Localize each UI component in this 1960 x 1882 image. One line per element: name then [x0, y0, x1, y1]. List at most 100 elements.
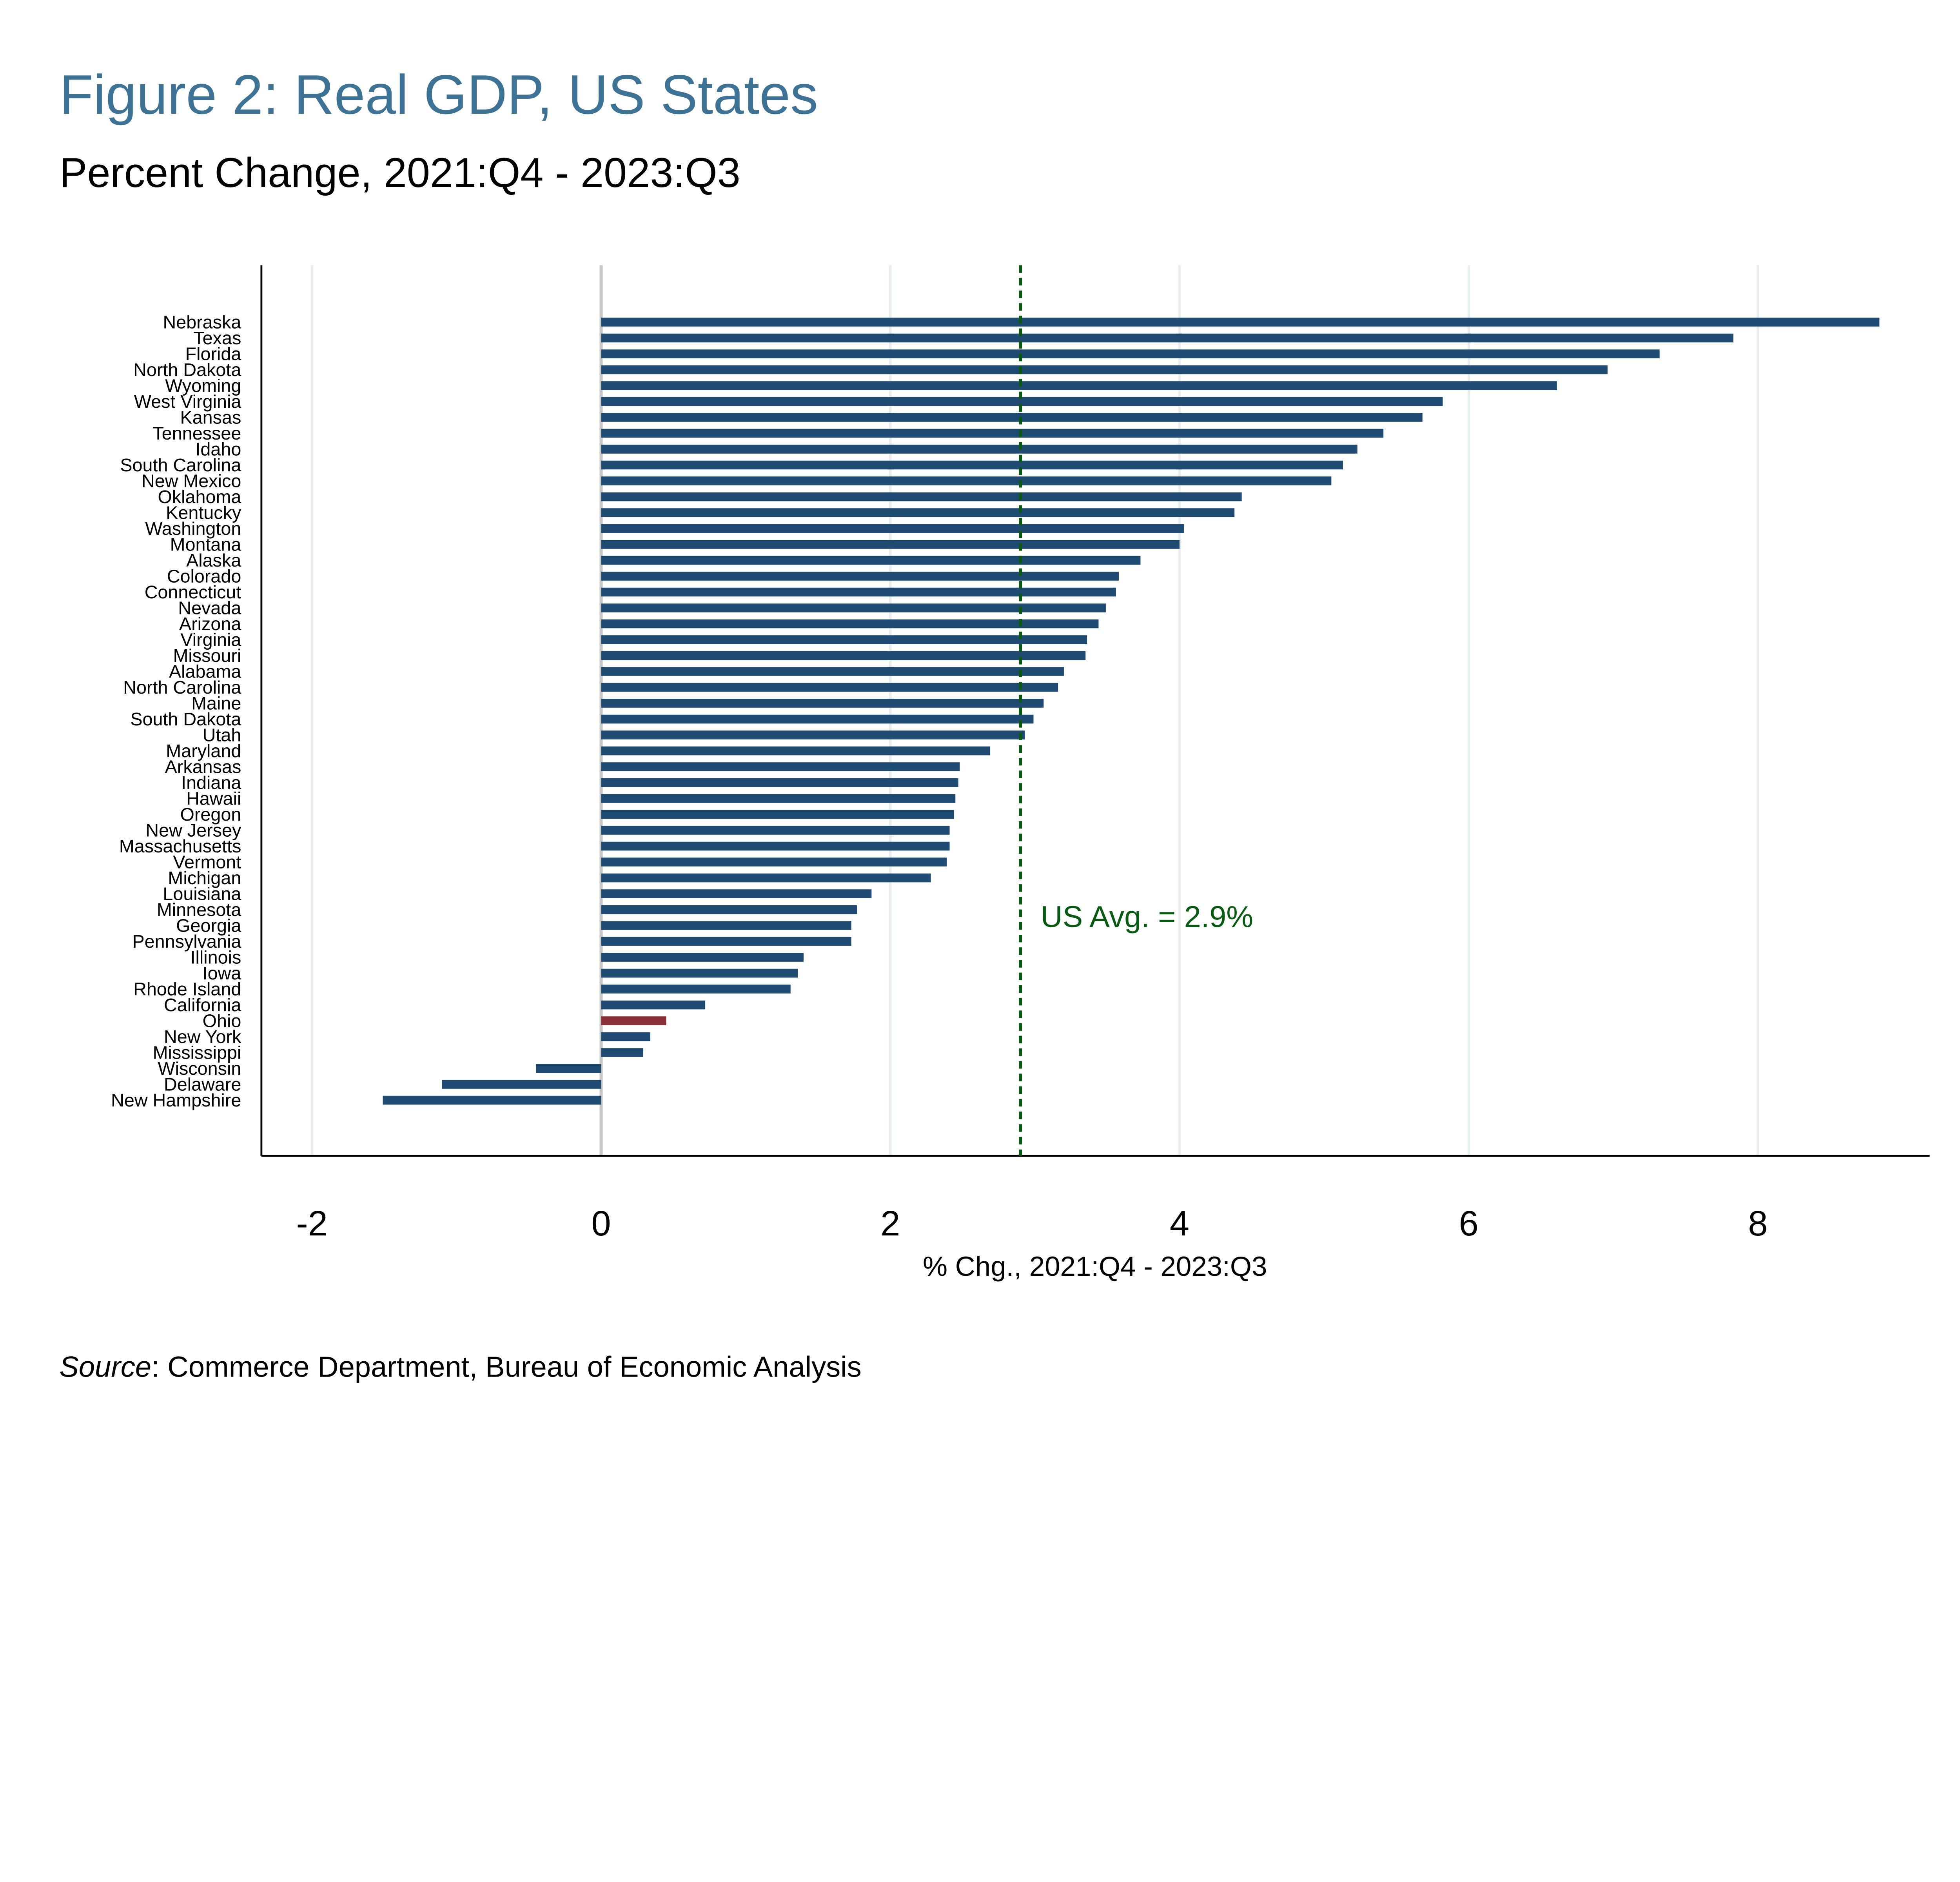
- bar-wisconsin: [536, 1064, 601, 1073]
- us-average-label: US Avg. = 2.9%: [1041, 900, 1253, 934]
- category-label: North Carolina: [123, 677, 241, 698]
- bar-florida: [601, 349, 1660, 358]
- category-label: California: [164, 995, 241, 1015]
- bar-vermont: [601, 857, 947, 867]
- x-tick-label: 4: [1170, 1204, 1189, 1243]
- x-tick-label: 6: [1459, 1204, 1479, 1243]
- category-label: Kansas: [180, 407, 241, 428]
- bar-texas: [601, 333, 1733, 343]
- bar-kansas: [601, 413, 1423, 422]
- category-label: Montana: [170, 534, 241, 555]
- category-label: Mississippi: [153, 1043, 241, 1063]
- bar-michigan: [601, 873, 931, 883]
- category-label: Arkansas: [165, 757, 241, 777]
- bar-hawaii: [601, 794, 956, 803]
- bar-south-carolina: [601, 460, 1343, 470]
- category-label: Michigan: [168, 868, 241, 888]
- bar-kentucky: [601, 508, 1235, 517]
- category-label: Idaho: [195, 439, 241, 460]
- category-label: Minnesota: [157, 899, 241, 920]
- chart-subtitle: Percent Change, 2021:Q4 - 2023:Q3: [59, 149, 740, 196]
- bar-tennessee: [601, 429, 1384, 438]
- category-label: Delaware: [164, 1074, 241, 1095]
- bar-oklahoma: [601, 492, 1242, 501]
- x-tick-labels: -2 0 2 4 6 8: [296, 1204, 1768, 1243]
- category-label: West Virginia: [134, 391, 241, 412]
- bar-north-carolina: [601, 683, 1058, 692]
- category-label: Connecticut: [145, 582, 241, 602]
- bar-iowa: [601, 968, 798, 978]
- bars: [383, 318, 1880, 1105]
- category-label: Nevada: [178, 598, 241, 618]
- bar-maryland: [601, 746, 990, 756]
- bar-arizona: [601, 619, 1099, 629]
- x-tick-label: -2: [296, 1204, 328, 1243]
- category-label: Nebraska: [163, 312, 241, 332]
- bar-nebraska: [601, 318, 1880, 327]
- category-label: Vermont: [173, 852, 241, 872]
- bar-alabama: [601, 667, 1064, 676]
- bar-minnesota: [601, 905, 857, 914]
- bar-montana: [601, 540, 1180, 549]
- x-axis-title: % Chg., 2021:Q4 - 2023:Q3: [923, 1251, 1267, 1282]
- category-label: Indiana: [181, 772, 241, 793]
- bar-massachusetts: [601, 841, 950, 851]
- bar-california: [601, 1000, 706, 1010]
- category-label: South Carolina: [120, 455, 241, 475]
- bar-georgia: [601, 921, 851, 930]
- bar-arkansas: [601, 762, 960, 771]
- bar-new-hampshire: [383, 1095, 601, 1105]
- bar-west-virginia: [601, 397, 1443, 406]
- category-label: Arizona: [179, 614, 241, 634]
- category-label: Wisconsin: [158, 1058, 241, 1079]
- chart-title: Figure 2: Real GDP, US States: [59, 64, 818, 126]
- category-label: Texas: [193, 328, 241, 348]
- bar-illinois: [601, 953, 804, 962]
- category-label: Hawaii: [186, 788, 241, 809]
- category-label: Illinois: [191, 947, 241, 968]
- category-label: Alaska: [186, 550, 241, 570]
- bar-mississippi: [601, 1048, 643, 1057]
- category-label: Maine: [191, 693, 241, 714]
- bar-north-dakota: [601, 365, 1608, 374]
- bar-missouri: [601, 651, 1086, 660]
- category-label: Wyoming: [165, 376, 241, 396]
- bar-nevada: [601, 603, 1106, 612]
- category-label: Missouri: [173, 645, 241, 666]
- bar-idaho: [601, 445, 1357, 454]
- category-label: Louisiana: [163, 884, 241, 904]
- x-tick-label: 8: [1748, 1204, 1768, 1243]
- bar-colorado: [601, 572, 1119, 581]
- category-label: New Hampshire: [111, 1090, 241, 1110]
- x-tick-label: 0: [591, 1204, 611, 1243]
- bar-new-mexico: [601, 476, 1332, 485]
- category-label: Oklahoma: [158, 487, 241, 507]
- category-label: Alabama: [169, 661, 241, 682]
- bar-washington: [601, 524, 1184, 533]
- category-label: Massachusetts: [119, 836, 241, 856]
- category-label: Florida: [185, 344, 241, 364]
- x-tick-label: 2: [880, 1204, 900, 1243]
- bar-delaware: [442, 1080, 601, 1089]
- source-text: : Commerce Department, Bureau of Economi…: [151, 1351, 862, 1383]
- category-label: North Dakota: [133, 360, 241, 380]
- bar-new-york: [601, 1032, 650, 1041]
- bar-maine: [601, 699, 1044, 708]
- category-label: Virginia: [180, 630, 241, 650]
- category-label: New Mexico: [142, 471, 241, 491]
- bar-rhode-island: [601, 985, 791, 994]
- category-label: Colorado: [167, 566, 241, 587]
- category-label: Washington: [145, 518, 241, 539]
- bar-utah: [601, 730, 1025, 739]
- category-label: Maryland: [166, 741, 241, 761]
- bar-new-jersey: [601, 826, 950, 835]
- bar-pennsylvania: [601, 937, 851, 946]
- category-label: Utah: [203, 725, 241, 745]
- category-label: Pennsylvania: [132, 931, 241, 952]
- bar-oregon: [601, 810, 954, 819]
- bar-alaska: [601, 556, 1141, 565]
- bar-connecticut: [601, 587, 1116, 597]
- bar-south-dakota: [601, 714, 1034, 724]
- bar-wyoming: [601, 381, 1557, 390]
